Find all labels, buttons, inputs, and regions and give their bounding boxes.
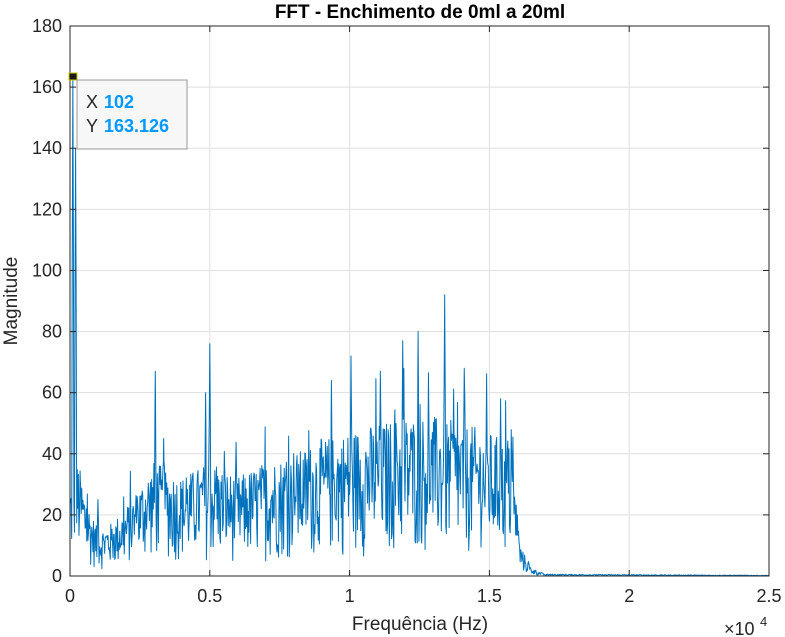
- y-tick-label: 180: [32, 16, 62, 36]
- x-axis-ticks: 0 0.5 1 1.5 2 2.5: [65, 26, 782, 606]
- y-tick-label: 100: [32, 260, 62, 280]
- fft-line: [69, 77, 770, 577]
- x-tick-label: 0: [65, 586, 75, 606]
- x-tick-label: 1.5: [477, 586, 502, 606]
- x-exponent-power: 4: [760, 614, 767, 629]
- datatip-y-key: Y: [86, 116, 98, 136]
- x-tick-label: 1: [345, 586, 355, 606]
- y-tick-label: 40: [42, 444, 62, 464]
- x-exponent-base: ×10: [724, 619, 755, 637]
- datatip-x-value: 102: [104, 92, 134, 112]
- datatip-y-value: 163.126: [104, 116, 169, 136]
- chart-title: FFT - Enchimento de 0ml a 20ml: [275, 2, 565, 23]
- x-tick-label: 2: [624, 586, 634, 606]
- y-tick-label: 120: [32, 199, 62, 219]
- axes-box: [69, 25, 770, 577]
- datatip-x-key: X: [86, 92, 98, 112]
- x-axis-label: Frequência (Hz): [352, 614, 488, 635]
- datatip-marker: [68, 72, 78, 81]
- x-tick-label: 0.5: [197, 586, 222, 606]
- y-axis-label: Magnitude: [1, 257, 22, 346]
- y-tick-label: 0: [52, 566, 62, 586]
- fft-series: [69, 77, 770, 577]
- x-tick-label: 2.5: [756, 586, 781, 606]
- y-tick-label: 140: [32, 138, 62, 158]
- y-tick-label: 20: [42, 505, 62, 525]
- x-exponent-label: ×10 4: [724, 614, 767, 637]
- y-tick-label: 60: [42, 383, 62, 403]
- y-axis-ticks: 0 20 40 60 80 100 120 140 160 180: [32, 16, 769, 586]
- y-tick-label: 160: [32, 77, 62, 97]
- datatip-box: [76, 79, 188, 150]
- y-tick-label: 80: [42, 322, 62, 342]
- datatip: X 102 Y 163.126: [76, 79, 188, 150]
